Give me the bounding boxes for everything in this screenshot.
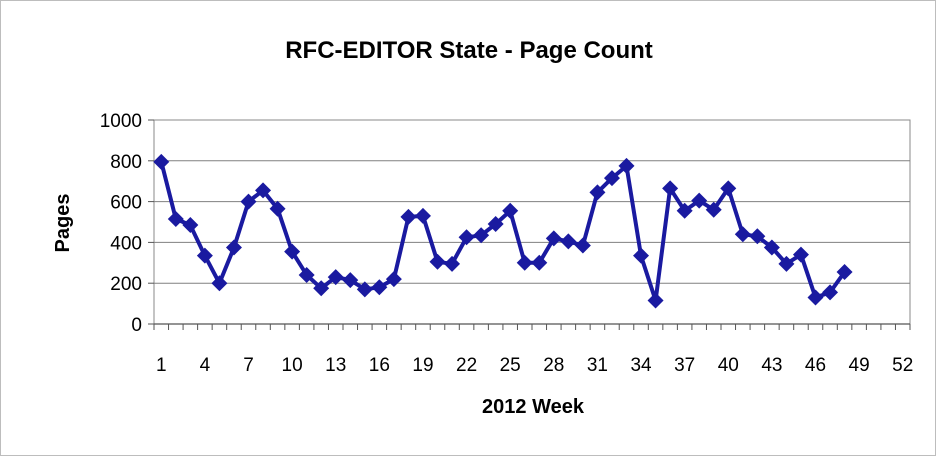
data-point (618, 157, 635, 174)
data-point (255, 182, 272, 199)
data-point (414, 207, 431, 224)
data-point (356, 281, 373, 298)
data-point (763, 239, 780, 256)
data-point (792, 246, 809, 263)
x-tick-label: 37 (674, 355, 695, 376)
x-tick-label: 43 (761, 355, 782, 376)
data-point (502, 202, 519, 219)
y-tick-label: 0 (131, 315, 142, 336)
plot-area: 0 200 400 600 800 1000 1 4 7 10 13 16 19 22 25 28 31 34 37… (100, 111, 914, 376)
data-point (313, 280, 330, 297)
data-point (531, 254, 548, 271)
x-tick-label: 46 (805, 355, 826, 376)
x-tick-label: 40 (718, 355, 739, 376)
data-point (589, 184, 606, 201)
y-tick-label: 1000 (100, 111, 142, 132)
data-point (676, 202, 693, 219)
x-tick-label: 34 (630, 355, 652, 376)
data-point (691, 192, 708, 209)
data-point (633, 247, 650, 264)
data-point (196, 247, 213, 264)
data-point (298, 267, 315, 284)
data-point (647, 292, 664, 309)
y-axis-label: Pages (52, 194, 74, 253)
data-point (342, 272, 359, 289)
data-point (385, 271, 402, 288)
data-point (778, 255, 795, 272)
data-point (720, 180, 737, 197)
data-point (182, 217, 199, 234)
x-tick-label: 22 (456, 355, 477, 376)
data-point (444, 255, 461, 272)
x-tick-label: 19 (412, 355, 433, 376)
data-point (662, 180, 679, 197)
y-tick-label: 200 (110, 274, 142, 295)
y-tick-label: 600 (110, 193, 142, 214)
data-point (560, 233, 577, 250)
y-tick-label: 400 (110, 233, 142, 254)
chart-title: RFC-EDITOR State - Page Count (285, 37, 653, 64)
data-point (749, 228, 766, 245)
data-point (153, 153, 170, 170)
data-point (734, 226, 751, 243)
data-point (371, 279, 388, 296)
data-point (603, 170, 620, 187)
x-tick-label: 1 (156, 355, 167, 376)
data-point (284, 243, 301, 260)
data-point (705, 201, 722, 218)
data-point (225, 239, 242, 256)
data-point (807, 289, 824, 306)
data-point (167, 210, 184, 227)
x-tick-label: 7 (243, 355, 254, 376)
x-tick-label: 25 (500, 355, 521, 376)
data-point (516, 254, 533, 271)
x-tick-label: 4 (200, 355, 211, 376)
data-point (822, 284, 839, 301)
x-tick-label: 28 (543, 355, 564, 376)
data-point (429, 253, 446, 270)
plot-border (153, 119, 911, 325)
data-point (269, 200, 286, 217)
data-point (400, 208, 417, 225)
x-axis-label: 2012 Week (482, 396, 585, 418)
x-tick-label: 49 (849, 355, 870, 376)
data-point (473, 227, 490, 244)
data-point (458, 229, 475, 246)
data-point (545, 230, 562, 247)
x-tick-label: 52 (892, 355, 913, 376)
data-point (574, 237, 591, 254)
x-tick-label: 16 (369, 355, 390, 376)
data-point (836, 263, 853, 280)
data-point (327, 269, 344, 286)
data-point (211, 275, 228, 292)
data-point (487, 216, 504, 233)
x-tick-label: 31 (587, 355, 608, 376)
x-tick-label: 10 (282, 355, 303, 376)
y-tick-label: 800 (110, 152, 142, 173)
x-tick-label: 13 (325, 355, 346, 376)
data-point (240, 193, 257, 210)
